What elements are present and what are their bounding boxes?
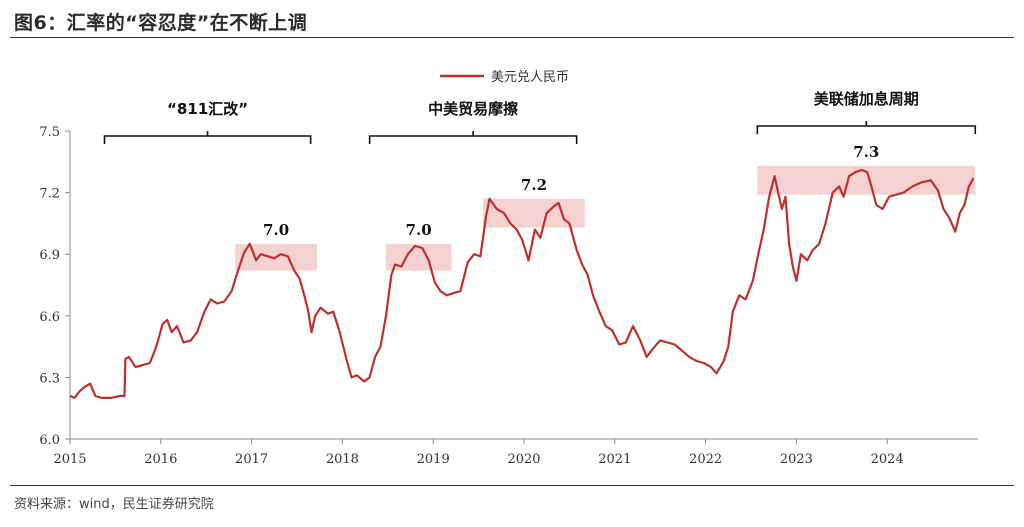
x-tick-label: 2023 [780,452,813,467]
figure-title: 图6：汇率的“容忍度”在不断上调 [14,12,308,34]
band-labels: 7.0 7.0 7.2 7.3 [263,143,879,239]
source-note: 资料来源：wind，民生证券研究院 [14,497,214,512]
x-tick-label: 2019 [417,452,450,467]
band-level-label: 7.0 [406,221,432,239]
x-tick-label: 2024 [871,452,904,467]
x-tick-label: 2017 [235,452,268,467]
x-tick-label: 2020 [507,452,540,467]
y-tick-label: 6.9 [39,248,60,263]
period-bracket-2 [756,121,977,134]
period-brackets: “811汇改” 中美贸易摩擦 美联储加息周期 [103,90,977,144]
period-bracket-1 [368,131,578,144]
x-ticks: 2015 2016 2017 2018 2019 2020 2021 2022 2023 2024 [53,439,904,467]
x-tick-label: 2015 [53,452,86,467]
period-label: 中美贸易摩擦 [428,100,518,118]
y-tick-label: 6.6 [39,310,60,325]
band-level-label: 7.0 [263,221,289,239]
y-tick-label: 7.2 [39,187,60,202]
legend-label: 美元兑人民币 [491,70,569,85]
y-tick-label: 6.3 [39,371,60,386]
period-bracket-0 [103,131,312,144]
y-tick-label: 6.0 [39,433,60,448]
series-layer [69,168,975,399]
highlight-band-3 [757,165,976,195]
period-label: “811汇改” [167,100,248,118]
y-tick-label: 7.5 [39,125,60,140]
x-tick-label: 2018 [326,452,359,467]
bottom-rule [10,485,1014,486]
band-level-label: 7.3 [853,143,879,161]
legend: 美元兑人民币 [440,70,569,85]
series-line-usdcny [69,168,975,399]
period-label: 美联储加息周期 [814,90,919,108]
x-tick-label: 2022 [689,452,722,467]
top-rule [10,37,1014,38]
highlight-bands [235,165,976,271]
chart: 2015 2016 2017 2018 2019 2020 2021 2022 2023 2024… [39,70,978,467]
y-ticks: 6.0 6.3 6.6 6.9 7.2 7.5 [39,125,70,448]
x-tick-label: 2016 [144,452,177,467]
x-tick-label: 2021 [598,452,631,467]
band-level-label: 7.2 [521,176,547,194]
